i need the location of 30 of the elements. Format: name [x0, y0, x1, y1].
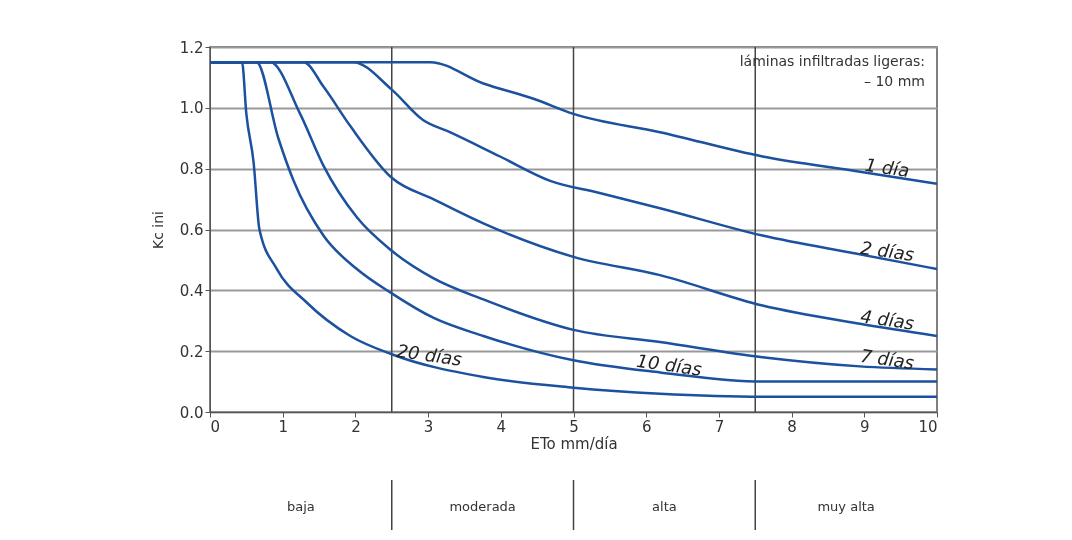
x-tick-label: 0 [210, 417, 221, 436]
text: 7 días [859, 344, 916, 374]
text: 20 días [395, 339, 464, 370]
x-tick-label: 4 [496, 417, 507, 436]
x-axis-title: ETo mm/día [530, 434, 618, 453]
y-tick-label: 0.8 [179, 160, 204, 179]
text: 4 días [859, 305, 916, 334]
x-tick-label: 7 [714, 417, 725, 436]
x-tick-label: 8 [787, 417, 797, 436]
x-tick-label: 10 [918, 417, 938, 436]
x-tick-label: 2 [351, 417, 361, 436]
x-tick-label: 9 [860, 417, 870, 436]
x-tick-label: 1 [278, 417, 288, 436]
text: moderada [449, 499, 516, 514]
text: 10 días [635, 349, 704, 380]
y-tick-label: 1.2 [179, 38, 204, 57]
text: muy alta [817, 499, 875, 514]
y-tick-label: 0.0 [179, 403, 204, 422]
text: baja [286, 499, 315, 514]
y-tick-label: 0.2 [179, 342, 204, 361]
x-tick-label: 3 [423, 417, 434, 436]
text: alta [652, 499, 677, 514]
text: 1 día [863, 153, 911, 181]
y-tick-label: 0.4 [179, 281, 204, 300]
x-tick-label: 6 [641, 417, 652, 436]
y-tick-label: 1.0 [179, 99, 204, 118]
text: 2 días [859, 236, 916, 266]
x-tick-label: 5 [569, 417, 579, 436]
y-axis-title: Kc ini [149, 211, 166, 249]
y-tick-label: 0.6 [179, 221, 204, 239]
